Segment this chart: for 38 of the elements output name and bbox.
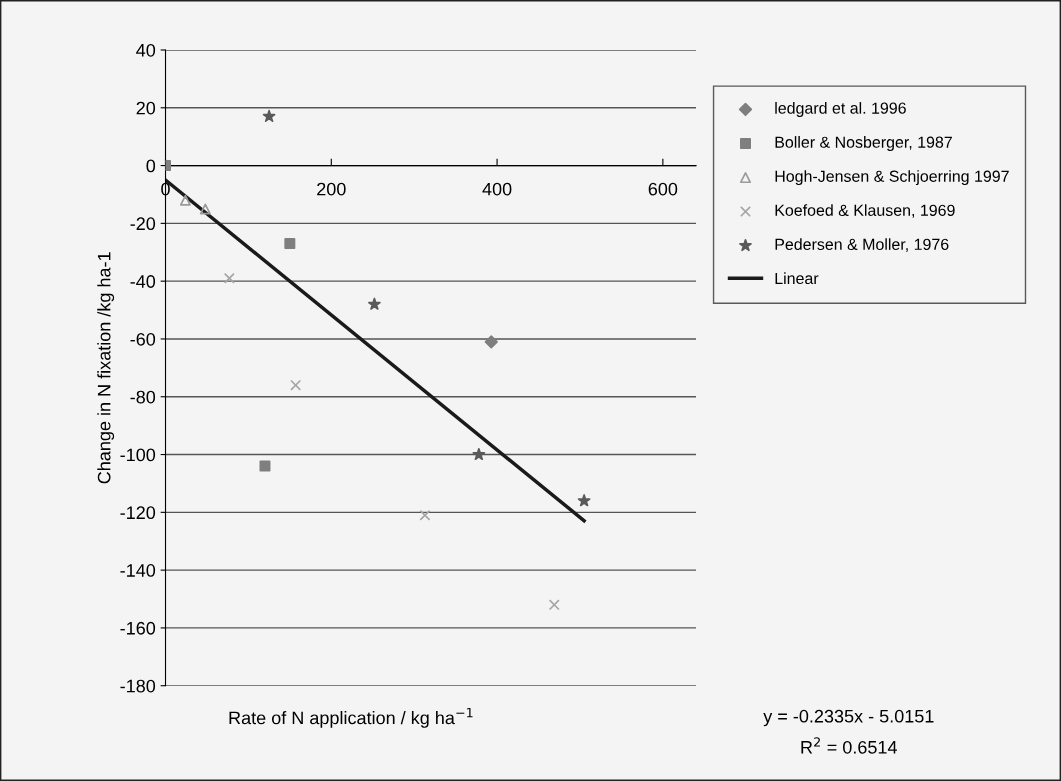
x-axis-title: Rate of N application / kg ha$^{−1}$ <box>229 707 473 728</box>
y-tick-label: -80 <box>130 390 156 404</box>
text: R$^{2}$ = 0.6514 <box>801 737 897 754</box>
point <box>419 509 431 521</box>
x-tick-label: 400 <box>482 182 512 196</box>
y-tick-label: -20 <box>130 217 156 231</box>
point <box>259 460 271 472</box>
y-tick-label: 0 <box>146 159 156 173</box>
point <box>284 238 296 250</box>
point <box>262 109 276 122</box>
x-tick-label: 600 <box>648 182 678 196</box>
point <box>368 297 381 310</box>
point <box>179 194 191 206</box>
y-tick-label: -100 <box>120 448 156 462</box>
legend-label: Linear <box>775 272 819 285</box>
legend-label: Pedersen & Moller, 1976 <box>775 238 949 252</box>
y-tick-label: -160 <box>120 621 156 635</box>
y-axis-title: Change in N fixation /kg ha-1 <box>97 252 115 484</box>
text: y = -0.2335x - 5.0151 <box>763 709 934 727</box>
y-tick-label: -40 <box>130 275 156 288</box>
point <box>223 272 235 284</box>
legend-label: Koefoed & Klausen, 1969 <box>775 204 955 218</box>
legend-label: Boller & Nosberger, 1987 <box>775 136 952 151</box>
y-tick-label: -60 <box>130 332 156 346</box>
y-tick-label: -120 <box>120 506 156 520</box>
y-tick-label: 40 <box>136 43 156 57</box>
point <box>577 494 591 507</box>
point <box>199 203 211 215</box>
legend-label: Hogh-Jensen & Schjoerring 1997 <box>775 170 1009 186</box>
point <box>290 379 302 391</box>
y-tick-label: -180 <box>120 679 156 693</box>
point <box>548 599 560 611</box>
legend-label: ledgard et al. 1996 <box>775 102 906 117</box>
point <box>484 335 498 349</box>
y-tick-label: -140 <box>120 564 156 577</box>
point <box>472 447 486 461</box>
x-tick-label: 200 <box>317 182 346 196</box>
y-tick-label: 20 <box>136 101 156 115</box>
